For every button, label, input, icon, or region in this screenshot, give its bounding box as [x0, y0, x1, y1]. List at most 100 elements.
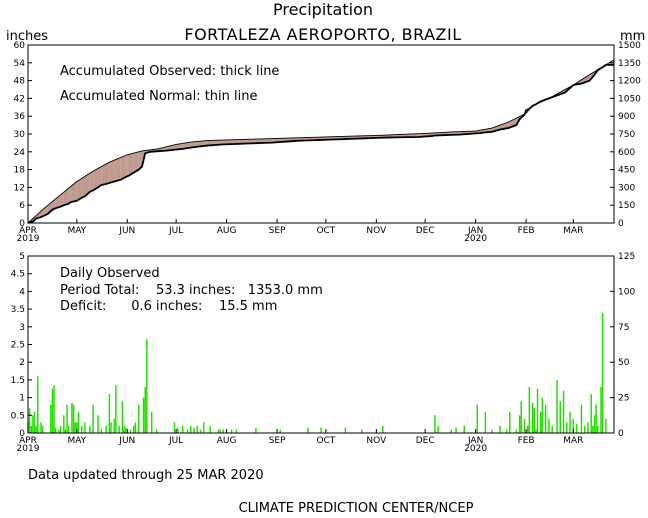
bottom-inches-tick-label: 3	[19, 323, 25, 333]
daily-precip-bar	[360, 429, 363, 433]
daily-precip-bar	[177, 427, 179, 433]
top-month-label: SEP	[269, 226, 286, 236]
daily-precip-bar	[118, 425, 120, 433]
daily-precip-bar	[235, 429, 238, 433]
daily-precip-bar	[63, 415, 65, 433]
bottom-month-label: OCT	[316, 436, 335, 446]
bottom-mm-tick-label: 25	[618, 394, 629, 404]
daily-precip-bar	[129, 429, 132, 433]
daily-precip-bar	[533, 408, 535, 433]
daily-precip-bar	[155, 429, 158, 433]
daily-precip-bar	[222, 429, 225, 433]
top-inches-tick-label: 54	[14, 59, 26, 69]
accumulated-diff-fill	[97, 166, 102, 188]
top-inches-tick-label: 60	[14, 41, 26, 51]
daily-precip-bar	[100, 429, 102, 433]
daily-precip-bar	[320, 427, 322, 433]
top-mm-tick-label: 150	[618, 201, 635, 211]
bottom-panel-frame	[27, 255, 615, 434]
daily-precip-bar	[527, 425, 529, 433]
daily-precip-bar	[35, 425, 37, 433]
daily-precip-bar	[476, 404, 478, 433]
top-month-label: JUN	[118, 226, 135, 236]
daily-precip-bar	[523, 418, 526, 433]
bottom-inches-tick-label: 2	[19, 358, 25, 368]
daily-precip-bar	[455, 427, 457, 433]
daily-precip-bar	[40, 422, 42, 433]
daily-precip-bar	[590, 394, 592, 433]
daily-precip-bar	[32, 415, 34, 433]
daily-precip-bar	[53, 385, 55, 433]
daily-precip-bar	[41, 425, 44, 433]
daily-precip-bar	[121, 401, 124, 433]
daily-precip-bar	[28, 408, 31, 433]
daily-precip-bar	[518, 415, 521, 433]
daily-precip-bar	[209, 425, 212, 433]
daily-precip-bar	[71, 402, 73, 433]
daily-precip-bar	[382, 425, 384, 433]
daily-precip-bar	[199, 429, 202, 433]
daily-precip-bar	[97, 415, 99, 433]
bottom-year-label: 2019	[17, 444, 40, 454]
top-mm-tick-label: 0	[618, 219, 624, 229]
top-inches-tick-label: 6	[19, 201, 25, 211]
accumulated-fill-layer	[28, 59, 614, 223]
bottom-month-label: JAN	[467, 436, 483, 446]
top-mm-tick-label: 600	[618, 148, 635, 158]
top-mm-tick-label: 1050	[618, 94, 641, 104]
bottom-mm-tick-label: 100	[618, 287, 635, 297]
bottom-inches-tick-label: 1	[19, 394, 25, 404]
chart-subtitle: FORTALEZA AEROPORTO, BRAZIL	[184, 25, 461, 44]
bottom-month-label: JUN	[118, 436, 135, 446]
daily-precip-bar	[217, 429, 220, 433]
bottom-mm-tick-label: 0	[618, 429, 624, 439]
accumulated-diff-fill	[133, 151, 139, 173]
accumulated-diff-fill	[174, 144, 177, 150]
accumulated-diff-fill	[176, 143, 183, 150]
daily-precip-bar	[58, 429, 60, 433]
daily-precip-bar	[108, 394, 111, 433]
daily-precip-bar	[203, 422, 205, 433]
daily-precip-bar	[600, 386, 602, 433]
daily-precip-bar	[528, 386, 531, 433]
bottom-mm-tick-label: 75	[618, 323, 629, 333]
top-month-label: MAY	[67, 226, 86, 236]
daily-precip-bar	[531, 402, 534, 433]
bottom-inches-tick-label: 1.5	[11, 376, 25, 386]
daily-precip-bar	[133, 425, 135, 433]
daily-precip-bar	[434, 415, 436, 433]
daily-precip-bar	[541, 397, 544, 433]
daily-precip-bar	[601, 312, 604, 433]
daily-precip-bar	[76, 422, 78, 433]
deficit-label: Deficit: 0.6 inches: 15.5 mm	[60, 299, 277, 314]
daily-precip-bar	[548, 418, 550, 433]
bottom-inches-tick-label: 2.5	[11, 341, 25, 351]
daily-precip-bar	[572, 418, 575, 433]
accumulated-diff-fill	[125, 154, 128, 178]
accumulated-diff-fill	[76, 178, 82, 201]
accumulated-diff-fill	[231, 139, 240, 145]
accumulated-diff-fill	[81, 176, 85, 198]
top-month-label: FEB	[518, 226, 535, 236]
daily-precip-bar	[596, 425, 599, 433]
daily-precip-bar	[84, 422, 86, 433]
bottom-month-label: MAY	[67, 436, 86, 446]
daily-precip-bar	[110, 422, 112, 433]
bottom-month-label: NOV	[366, 436, 387, 446]
accumulated-diff-fill	[120, 155, 126, 180]
bottom-month-label: SEP	[269, 436, 286, 446]
top-month-label: JUL	[168, 226, 183, 236]
top-inches-tick-label: 42	[14, 94, 25, 104]
top-panel-axes: 0612182430364248546001503004506007509001…	[14, 41, 642, 244]
daily-precip-bar	[144, 386, 146, 433]
top-panel-frame	[27, 44, 615, 224]
daily-precip-bar	[190, 425, 192, 433]
top-month-label: MAR	[563, 226, 583, 236]
daily-precip-bar	[67, 425, 70, 433]
daily-precip-bar	[64, 429, 67, 433]
daily-precip-bar	[54, 427, 57, 433]
accumulated-diff-fill	[101, 164, 105, 186]
daily-precip-bar	[77, 411, 80, 433]
